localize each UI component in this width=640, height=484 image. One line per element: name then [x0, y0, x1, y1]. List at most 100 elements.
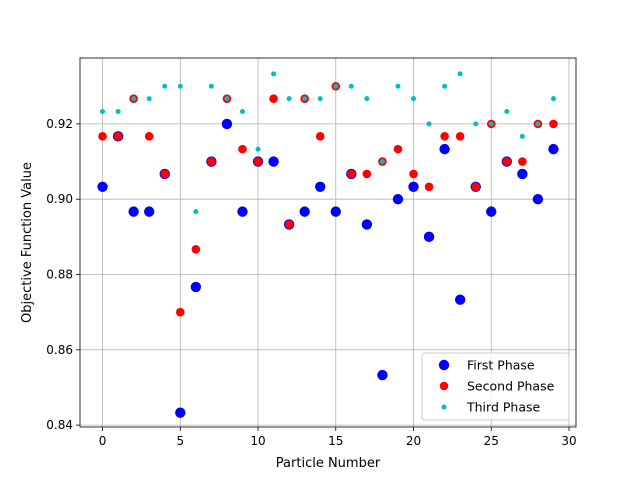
data-point [268, 156, 279, 167]
data-point [330, 206, 341, 217]
data-point [518, 157, 527, 166]
data-point [411, 96, 417, 102]
data-point [128, 206, 139, 217]
data-point [548, 143, 559, 155]
legend-label: Third Phase [466, 400, 540, 415]
data-point [379, 159, 385, 165]
data-point [208, 83, 214, 89]
x-tick-label: 20 [406, 434, 421, 448]
data-point [333, 83, 339, 89]
y-tick-label: 0.86 [46, 343, 73, 357]
data-point [221, 118, 233, 130]
data-point [454, 294, 466, 305]
series-2 [98, 81, 558, 317]
data-point [364, 96, 370, 102]
data-point [549, 119, 558, 129]
x-tick-label: 10 [250, 434, 265, 448]
data-point [131, 96, 137, 102]
data-point [455, 132, 465, 141]
x-tick-label: 5 [176, 434, 184, 448]
legend-item: First Phase [438, 358, 535, 373]
legend-label: Second Phase [467, 379, 555, 394]
data-point [442, 83, 448, 89]
data-point [392, 193, 404, 205]
legend-items: First Phase Second Phase Third Phase [438, 358, 555, 415]
data-point [144, 132, 154, 141]
data-point [238, 144, 247, 154]
data-point [423, 231, 435, 243]
legend-item: Second Phase [439, 379, 555, 394]
data-point [535, 121, 541, 127]
x-axis-label: Particle Number [276, 456, 381, 471]
legend-item: Third Phase [441, 400, 540, 415]
data-point [98, 132, 107, 141]
x-tick-label: 30 [561, 434, 576, 448]
y-tick-label: 0.84 [46, 418, 73, 432]
data-point [160, 169, 170, 179]
legend-box [421, 352, 570, 421]
data-point [255, 146, 261, 152]
data-point [486, 206, 497, 217]
data-point [284, 220, 294, 229]
data-point [393, 144, 403, 154]
data-point [175, 407, 186, 418]
x-tick-label: 15 [328, 434, 343, 448]
data-point [348, 83, 354, 89]
data-point [473, 121, 479, 127]
data-point [488, 121, 494, 127]
data-point [426, 121, 432, 127]
data-point [224, 96, 230, 102]
data-point [269, 94, 278, 103]
plot-frame [79, 57, 577, 428]
data-points [97, 71, 559, 418]
data-point [517, 168, 528, 180]
data-point [115, 108, 121, 114]
data-point [550, 96, 556, 102]
data-point [207, 157, 216, 166]
data-point [100, 108, 106, 114]
data-point [502, 157, 512, 166]
data-point [347, 169, 356, 179]
data-point [143, 206, 155, 217]
data-point [97, 181, 108, 192]
data-point [190, 281, 202, 293]
y-tick-label: 0.92 [46, 117, 73, 131]
data-point [395, 83, 401, 89]
axis-ticks: 0 5 10 15 20 25 30 0.84 0.86 0.88 0.90 0.92 [46, 117, 576, 448]
legend-marker [438, 359, 450, 371]
data-point [439, 143, 450, 155]
data-point [286, 96, 292, 102]
data-point [424, 182, 434, 192]
data-point [175, 307, 185, 317]
data-point [271, 71, 277, 77]
legend: First Phase Second Phase Third Phase [421, 352, 570, 421]
data-point [532, 193, 544, 205]
data-point [471, 182, 481, 192]
data-point [440, 132, 449, 141]
y-tick-label: 0.88 [46, 268, 73, 282]
grid-lines [80, 58, 576, 427]
data-point [299, 206, 310, 217]
legend-marker [439, 381, 449, 391]
data-point [408, 181, 419, 192]
x-tick-label: 0 [99, 434, 107, 448]
data-point [113, 132, 123, 141]
data-point [377, 369, 388, 381]
data-point [253, 157, 263, 166]
series-3 [100, 71, 556, 215]
legend-marker [441, 404, 447, 410]
data-point [315, 132, 325, 141]
data-point [177, 83, 183, 89]
data-point [237, 206, 248, 217]
y-tick-label: 0.90 [46, 192, 73, 206]
data-point [409, 169, 418, 179]
data-point [361, 219, 373, 230]
data-point [315, 181, 326, 192]
y-axis-label: Objective Function Value [20, 162, 35, 323]
data-point [317, 96, 323, 102]
data-point [457, 71, 463, 77]
x-tick-label: 25 [484, 434, 499, 448]
data-point [162, 83, 168, 89]
data-point [504, 108, 510, 114]
